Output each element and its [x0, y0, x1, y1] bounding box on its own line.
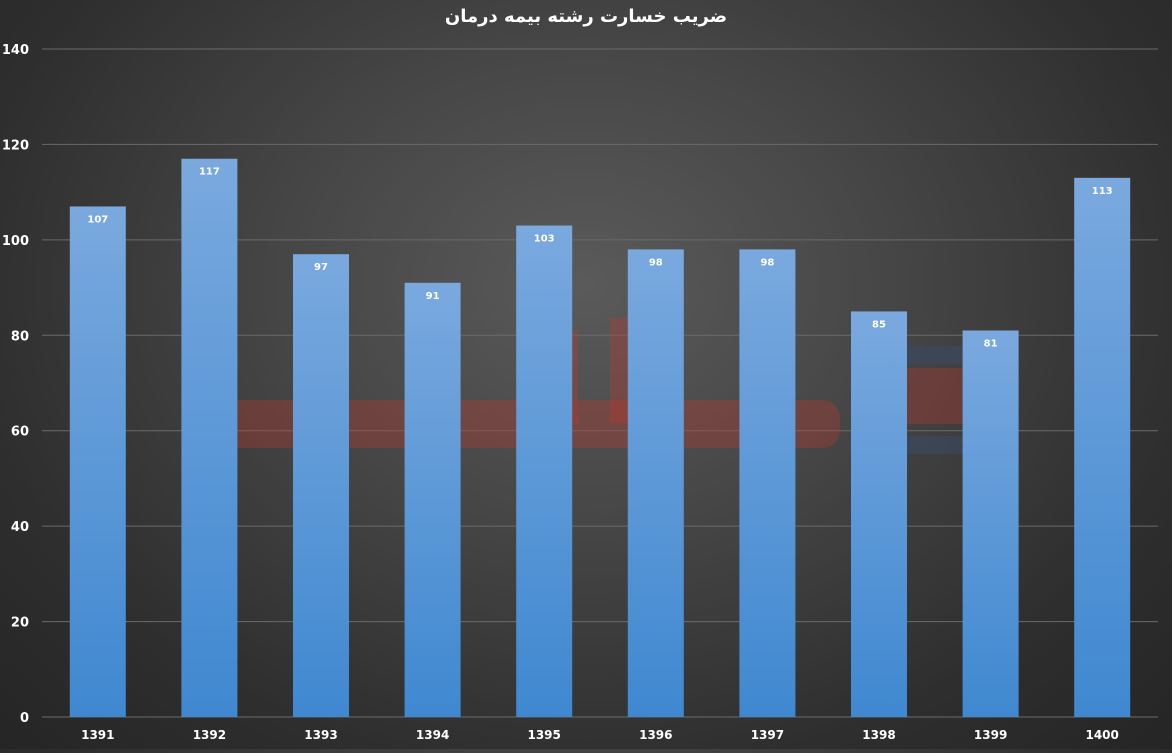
x-axis-ticks: 1391 1392 1393 1394 1395 1396 1397 1398 1399 1400	[81, 728, 1119, 742]
bar-1398	[851, 311, 907, 717]
x-tick-label: 1393	[304, 728, 337, 742]
x-tick-label: 1395	[527, 728, 560, 742]
bar-1399	[962, 330, 1019, 717]
x-tick-label: 1396	[639, 728, 672, 742]
data-label: 98	[649, 257, 663, 268]
bar-1392	[181, 158, 238, 717]
chart-title: ضریب خسارت رشته بیمه درمان	[444, 6, 728, 27]
x-tick-label: 1391	[81, 728, 114, 742]
y-axis-ticks: 0 20 40 60 80 100 120 140	[2, 43, 29, 726]
y-tick-label: 0	[20, 711, 29, 726]
y-tick-label: 140	[2, 43, 29, 58]
x-tick-label: 1399	[974, 728, 1007, 742]
data-labels: 107 117 97 91 103 98 98 85 81 113	[87, 167, 1112, 350]
x-tick-label: 1392	[193, 728, 226, 742]
bar-1395	[516, 225, 573, 718]
data-label: 113	[1092, 186, 1113, 197]
data-label: 91	[426, 291, 440, 302]
data-label: 117	[199, 167, 220, 178]
data-label: 97	[314, 262, 328, 273]
data-label: 85	[872, 319, 886, 330]
bars	[69, 158, 1131, 718]
bar-1393	[293, 254, 349, 717]
y-tick-label: 20	[11, 616, 29, 631]
data-label: 98	[760, 257, 774, 268]
y-tick-label: 40	[11, 520, 29, 535]
data-label: 103	[534, 234, 555, 245]
y-tick-label: 100	[2, 234, 29, 249]
x-tick-label: 1400	[1085, 728, 1118, 742]
bar-1396	[627, 249, 684, 717]
bar-1397	[739, 249, 796, 717]
x-tick-label: 1398	[862, 728, 895, 742]
x-tick-label: 1397	[751, 728, 784, 742]
bar-1391	[69, 206, 126, 717]
bar-1400	[1074, 177, 1131, 718]
y-tick-label: 60	[11, 425, 29, 440]
y-tick-label: 120	[2, 138, 29, 153]
data-label: 107	[87, 214, 108, 225]
y-tick-label: 80	[11, 329, 29, 344]
data-label: 81	[984, 339, 998, 350]
x-tick-label: 1394	[416, 728, 449, 742]
bar-1394	[404, 282, 461, 717]
